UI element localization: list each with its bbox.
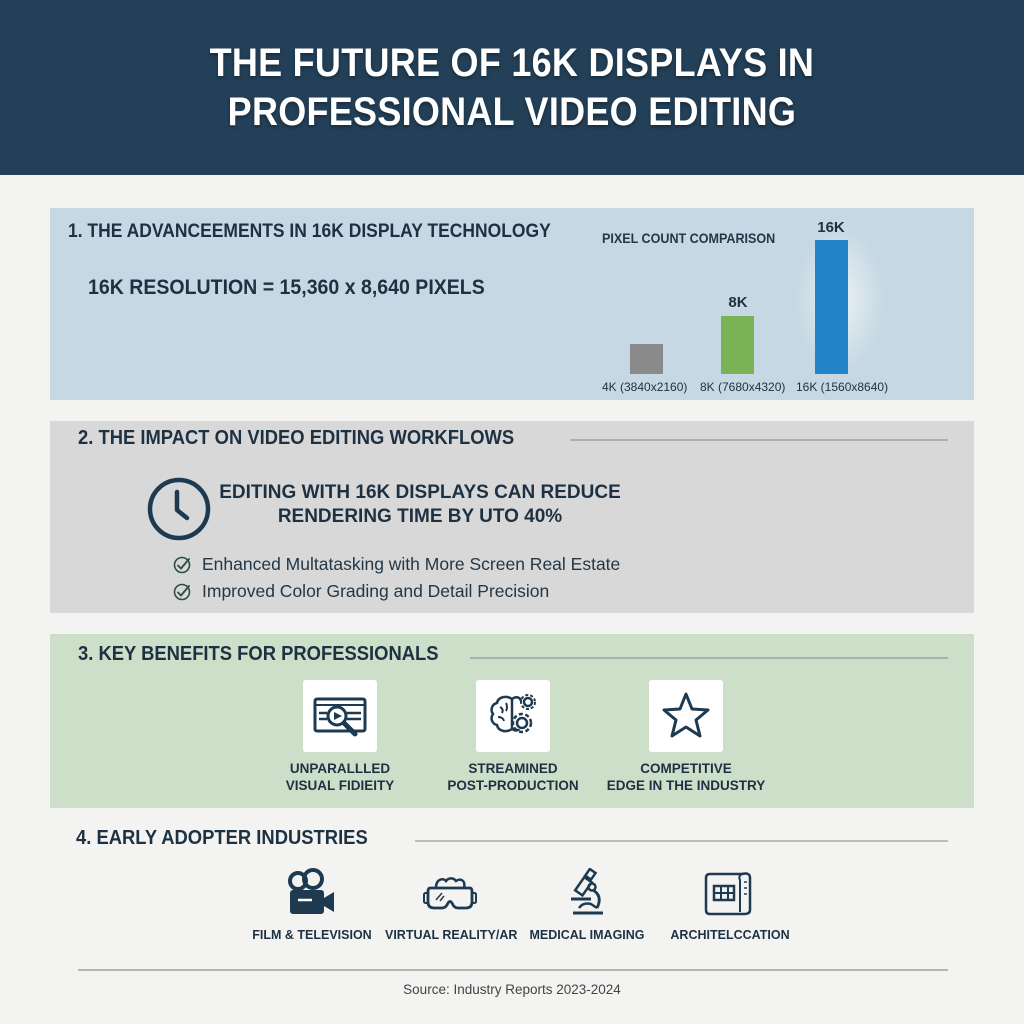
benefit-item: UNPARALLLED VISUAL FIDIEITY: [250, 680, 430, 794]
industry-label: MEDICAL IMAGING: [529, 928, 645, 942]
clock-icon: [147, 477, 211, 541]
benefit-item: STREAMINED POST-PRODUCTION: [423, 680, 603, 794]
section-title: 4. EARLY ADOPTER INDUSTRIES: [76, 827, 368, 849]
section-title: 1. THE ADVANCEEMENTS IN 16K DISPLAY TECH…: [68, 221, 551, 242]
microscope-icon: [571, 868, 603, 915]
bullet-text: Enhanced Multatasking with More Screen R…: [202, 554, 621, 574]
brain-gears-icon: [490, 694, 536, 734]
section-title: 2. THE IMPACT ON VIDEO EDITING WORKFLOWS: [78, 427, 515, 449]
benefit-label-line: VISUAL FIDIEITY: [285, 778, 395, 793]
video-magnifier-icon: [313, 697, 367, 737]
check-circle-icon: [173, 556, 191, 573]
section-key-benefits: 3. KEY BENEFITS FOR PROFESSIONALS UNPARA…: [50, 634, 974, 808]
star-icon: [662, 692, 710, 738]
source-note: Source: Industry Reports 2023-2024: [403, 982, 621, 997]
chart-title: PIXEL COUNT COMPARISON: [602, 231, 776, 246]
bullet-item: Improved Color Grading and Detail Precis…: [172, 581, 549, 602]
section-early-adopters: 4. EARLY ADOPTER INDUSTRIES FILM & TELEV…: [50, 820, 974, 960]
benefit-label-line: STREAMINED: [468, 761, 558, 776]
benefit-label-line: UNPARALLLED: [289, 761, 391, 776]
title-line-1: THE FUTURE OF 16K DISPLAYS IN: [209, 40, 815, 85]
divider: [415, 840, 948, 842]
bar-label-8k: 8K: [728, 294, 748, 311]
benefit-tile: [303, 680, 377, 752]
callout-line-2: RENDERING TIME BY UTO 40%: [277, 506, 563, 527]
resolution-stat: 16K RESOLUTION = 15,360 x 8,640 PIXELS: [88, 276, 485, 299]
section-display-technology: 1. THE ADVANCEEMENTS IN 16K DISPLAY TECH…: [50, 208, 974, 400]
section-title: 3. KEY BENEFITS FOR PROFESSIONALS: [78, 643, 439, 665]
divider: [470, 657, 948, 659]
footer-divider: [78, 969, 948, 971]
bar-4k: [630, 344, 663, 374]
benefit-item: COMPETITIVE EDGE IN THE INDUSTRY: [596, 680, 776, 794]
check-circle-icon: [173, 583, 191, 600]
callout-line-1: EDITING WITH 16K DISPLAYS CAN REDUCE: [219, 482, 621, 503]
header-banner: THE FUTURE OF 16K DISPLAYS IN PROFESSION…: [0, 0, 1024, 175]
industry-item: FILM & TELEVISION: [247, 868, 377, 942]
industry-label: FILM & TELEVISION: [252, 928, 372, 942]
industry-label: VIRTUAL REALITY/AR: [385, 928, 518, 942]
blueprint-icon: [704, 872, 752, 916]
bar-8k: [721, 316, 754, 374]
benefit-label: STREAMINED POST-PRODUCTION: [423, 760, 603, 794]
title-line-2: PROFESSIONAL VIDEO EDITING: [227, 89, 797, 134]
divider: [570, 439, 948, 441]
bullet-text: Improved Color Grading and Detail Precis…: [202, 581, 550, 601]
bar-16k: [815, 240, 848, 374]
industry-item: MEDICAL IMAGING: [522, 868, 652, 942]
rendering-time-callout: EDITING WITH 16K DISPLAYS CAN REDUCE REN…: [198, 481, 642, 529]
bullet-item: Enhanced Multatasking with More Screen R…: [172, 554, 620, 575]
benefit-label: COMPETITIVE EDGE IN THE INDUSTRY: [596, 760, 776, 794]
benefit-label-line: EDGE IN THE INDUSTRY: [606, 778, 766, 793]
section-workflow-impact: 2. THE IMPACT ON VIDEO EDITING WORKFLOWS…: [50, 421, 974, 613]
industry-item: VIRTUAL REALITY/AR: [385, 868, 518, 942]
axis-label-4k: 4K (3840x2160): [602, 380, 688, 394]
industry-item: ARCHITELCCATION: [665, 868, 795, 942]
benefit-label: UNPARALLLED VISUAL FIDIEITY: [250, 760, 430, 794]
benefit-label-line: POST-PRODUCTION: [447, 778, 579, 793]
benefit-label-line: COMPETITIVE: [640, 761, 732, 776]
axis-label-8k: 8K (7680x4320): [700, 380, 786, 394]
movie-camera-icon: [288, 868, 334, 914]
industry-label: ARCHITELCCATION: [670, 928, 790, 942]
bar-label-16k: 16K: [817, 219, 845, 236]
axis-label-16k: 16K (1560x8640): [796, 380, 889, 394]
vr-headset-icon: [423, 877, 477, 910]
page-title: THE FUTURE OF 16K DISPLAYS IN PROFESSION…: [210, 39, 815, 137]
benefit-tile: [476, 680, 550, 752]
benefit-tile: [649, 680, 723, 752]
